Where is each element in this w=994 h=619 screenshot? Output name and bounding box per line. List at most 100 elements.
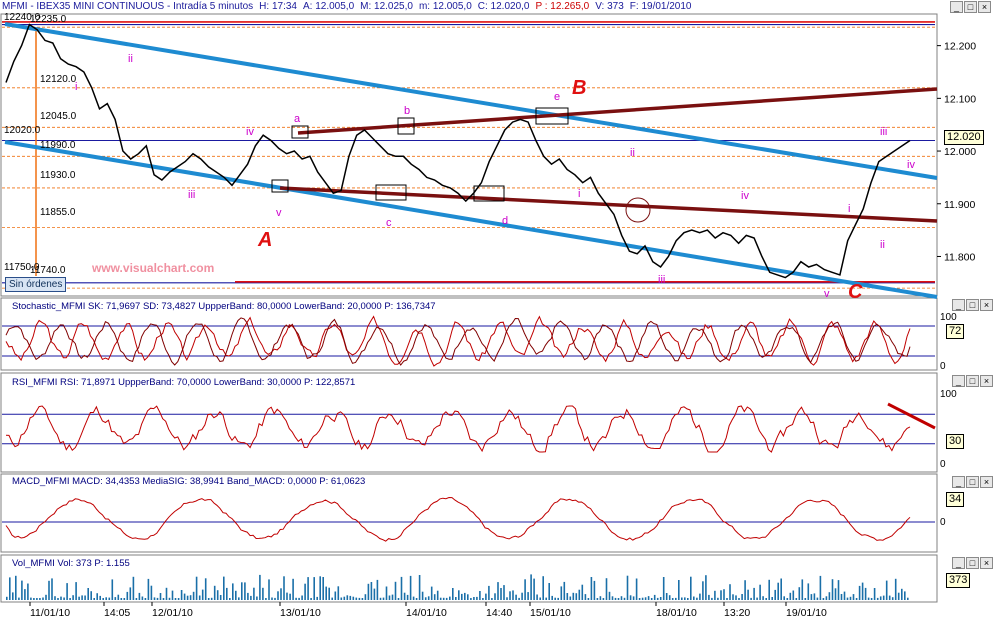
volume-bar (256, 596, 258, 600)
volume-bar (542, 576, 544, 600)
volume-bar (593, 580, 596, 600)
stoch-maximize-button[interactable]: □ (966, 299, 979, 311)
volume-bar (584, 594, 587, 600)
volume-bar (828, 592, 831, 600)
wave-letter: C (848, 281, 863, 303)
volume-bar (51, 578, 53, 600)
volume-bar (476, 596, 478, 600)
volume-bar (813, 593, 816, 600)
volume-bar (786, 598, 789, 600)
volume-bar (551, 595, 553, 600)
volume-bar (671, 598, 674, 600)
rsi-minimize-button[interactable]: _ (952, 375, 965, 387)
wave-label: iv (741, 190, 749, 202)
volume-bar (647, 596, 650, 600)
vol-close-button[interactable]: × (980, 557, 993, 569)
wave-box-c (397, 117, 415, 135)
orders-button[interactable]: Sin órdenes (5, 277, 67, 292)
x-tick-label: 18/01/10 (656, 607, 697, 619)
y-tick-label: 12.100 (944, 93, 976, 105)
volume-bar (304, 583, 306, 600)
volume-bar (500, 588, 502, 600)
volume-bar (681, 597, 683, 600)
volume-bar (617, 598, 620, 600)
volume-bar (744, 580, 746, 600)
volume-bar (726, 598, 728, 600)
vol-minimize-button[interactable]: _ (952, 557, 965, 569)
chart-header: MFMI - IBEX35 MINI CONTINUOUS - Intradía… (2, 0, 698, 14)
volume-bar (337, 586, 340, 600)
volume-bar (467, 594, 469, 600)
macd-close-button[interactable]: × (980, 476, 993, 488)
volume-bar (852, 594, 855, 600)
volume-bar (33, 598, 35, 600)
wave-label: v (824, 288, 830, 300)
volume-bar (292, 578, 294, 600)
volume-bar (503, 585, 505, 600)
stoch-close-button[interactable]: × (980, 299, 993, 311)
volume-bar (819, 575, 822, 600)
volume-bar (54, 596, 56, 600)
close-button[interactable]: × (978, 1, 991, 13)
volume-bar (702, 581, 704, 600)
x-tick-label: 11/01/10 (30, 607, 70, 619)
volume-bar (572, 592, 575, 600)
volume-bar (310, 598, 312, 600)
volume-bar (412, 596, 415, 600)
wave-label: iv (246, 126, 254, 138)
volume-bar (361, 598, 364, 600)
rsi-close-button[interactable]: × (980, 375, 993, 387)
volume-bar (24, 589, 26, 600)
volume-bar (641, 597, 644, 600)
stochastic-panel-buttons: _ □ × (952, 299, 993, 311)
macd-minimize-button[interactable]: _ (952, 476, 965, 488)
volume-bar (723, 589, 725, 600)
volume-bar (897, 592, 900, 600)
volume-bar (545, 597, 547, 600)
volume-bar (439, 597, 442, 600)
macd-title: MACD_MFMI MACD: 34,4353 MediaSIG: 38,994… (12, 476, 365, 487)
wave-label: i (578, 188, 580, 200)
left-price-label: 12235.0 (30, 14, 67, 25)
volume-bar (816, 597, 819, 600)
volume-bar (406, 594, 409, 600)
volume-bar (210, 597, 213, 600)
macd-maximize-button[interactable]: □ (966, 476, 979, 488)
macd-panel-frame (0, 473, 938, 553)
volume-bar (798, 587, 801, 600)
volume-bar (391, 594, 394, 600)
volume-bar (394, 581, 397, 600)
minimize-button[interactable]: _ (950, 1, 963, 13)
volume-bar (253, 587, 255, 600)
vol-maximize-button[interactable]: □ (966, 557, 979, 569)
volume-bar (882, 595, 885, 600)
volume-bar (247, 592, 249, 600)
volume-bar (699, 593, 701, 600)
volume-bar (738, 598, 740, 600)
volume-bar (470, 598, 472, 600)
volume-bar (364, 594, 367, 600)
wave-label: e (554, 91, 560, 103)
volume-bar (804, 598, 807, 600)
volume-bar (506, 597, 508, 600)
maximize-button[interactable]: □ (964, 1, 977, 13)
volume-bar (63, 597, 65, 600)
volume-bar (801, 579, 804, 600)
left-price-label: 12045.0 (40, 111, 77, 122)
stoch-minimize-button[interactable]: _ (952, 299, 965, 311)
wave-label: iii (658, 274, 665, 286)
rsi-title: RSI_MFMI RSI: 71,8971 UppperBand: 70,000… (12, 377, 355, 388)
volume-bar (108, 597, 111, 600)
volume-bar (864, 587, 867, 600)
rsi-maximize-button[interactable]: □ (966, 375, 979, 387)
volume-bar (325, 586, 327, 600)
volume-bar (183, 593, 186, 600)
volume-bar (262, 587, 264, 600)
volume-bar (277, 591, 279, 600)
volume-bar (675, 597, 677, 600)
volume-bar (177, 598, 180, 600)
price-panel-frame (0, 13, 938, 297)
wave-label: iii (188, 189, 195, 201)
volume-bar (904, 591, 906, 600)
